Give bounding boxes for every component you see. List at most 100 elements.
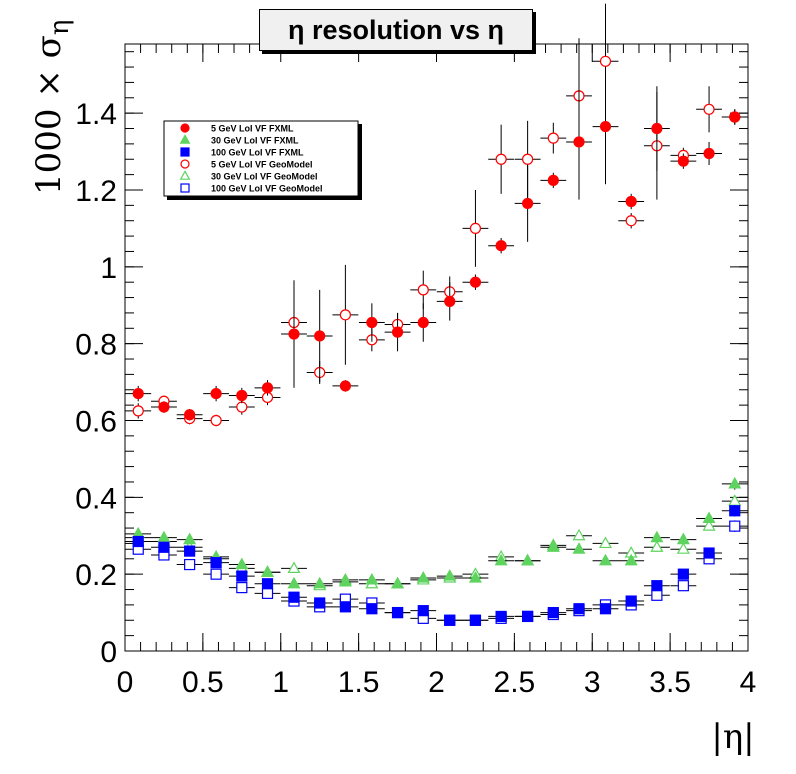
x-tick-label: 4 [740,666,757,699]
y-tick-label: 1.2 [75,175,117,208]
data-point [676,532,690,545]
legend: 5 GeV LoI VF FXML 30 GeV LoI VF FXML 100 G… [163,120,362,200]
data-point [443,569,457,581]
data-point [260,565,275,577]
data-point [650,530,664,543]
data-point [702,511,716,524]
data-point [572,542,586,554]
data-point [314,597,326,609]
data-point [703,547,715,559]
series-0 [125,68,748,421]
legend-label: 5 GeV LoI VF FXML [211,124,294,134]
y-tick-label: 1.4 [75,98,117,131]
data-point [599,55,612,67]
data-point [469,222,482,235]
data-point [676,542,690,554]
legend-marker [180,123,190,133]
data-point [288,591,300,603]
data-point [338,574,352,587]
data-point [339,380,351,392]
legend-label: 30 GeV LoI VF FXML [211,136,299,146]
data-point [651,122,663,135]
x-tick-label: 2 [428,666,445,699]
legend-label: 100 GeV LoI VF GeoModel [211,184,323,194]
x-axis-label: |η| [711,717,754,757]
data-point [261,382,274,394]
data-point [366,603,378,615]
data-point [547,174,559,186]
data-point [469,614,482,626]
data-point [132,388,144,400]
data-point [625,215,637,227]
data-point [522,197,534,210]
data-point [236,582,248,594]
data-point [495,240,507,252]
x-tick-label: 3.5 [649,666,691,699]
legend-marker [180,183,190,193]
x-tick-label: 0 [117,666,134,699]
y-tick-label: 0.2 [75,559,117,592]
data-point [314,330,326,342]
data-point [729,111,741,123]
data-point [625,595,637,607]
data-point [391,326,404,338]
legend-marker [179,170,191,180]
axis-tick-labels: 0 0.5 1 1.5 2 2.5 3 3.5 4 0 0.2 0.4 0.6 0.8 1 1.2 1.4 [75,98,756,699]
data-point [391,606,404,619]
data-point [236,570,248,582]
data-point [703,103,715,115]
chart-title: η resolution vs η [259,9,533,51]
data-points [125,3,748,626]
legend-label: 100 GeV LoI VF FXML [211,148,304,158]
data-point [546,540,560,552]
data-point [288,328,300,340]
data-point [599,603,612,615]
data-point [625,195,637,208]
data-point [495,610,507,623]
data-point [210,557,222,569]
legend-marker [180,147,190,157]
data-point [703,147,715,160]
data-point [651,589,663,601]
data-point [339,309,351,321]
y-axis-label-subscript: η [45,20,75,36]
data-point [729,505,741,517]
data-point [522,153,534,165]
series-1 [125,476,748,589]
legend-label: 30 GeV LoI VF GeoModel [211,172,318,182]
y-tick-label: 0.6 [75,405,117,438]
data-point [313,576,327,589]
data-point [210,568,222,580]
y-tick-label: 0 [100,636,117,669]
data-point [417,605,429,617]
series-2 [125,505,748,626]
y-tick-label: 0.4 [75,482,117,515]
legend-label: 5 GeV LoI VF GeoModel [211,160,313,170]
data-point [599,120,612,133]
data-point [236,401,248,413]
y-tick-label: 1 [100,252,117,285]
data-point [521,553,535,566]
data-point [624,553,638,566]
x-tick-label: 2.5 [494,666,536,699]
x-tick-label: 0.5 [182,666,224,699]
data-point [235,557,249,570]
data-point [677,568,689,580]
data-point [366,316,378,329]
data-point [261,587,274,599]
data-point [236,389,248,402]
y-axis-label-main: 1000 × σ [29,35,69,195]
data-point [287,576,301,589]
data-point [469,276,482,288]
legend-marker [180,159,190,169]
data-point [572,528,586,541]
data-point [184,409,196,421]
data-point [444,295,456,307]
data-point [184,545,196,557]
data-point [547,132,559,144]
data-point [677,580,689,592]
data-point [573,136,585,148]
x-tick-label: 1 [272,666,289,699]
data-point [573,603,585,615]
